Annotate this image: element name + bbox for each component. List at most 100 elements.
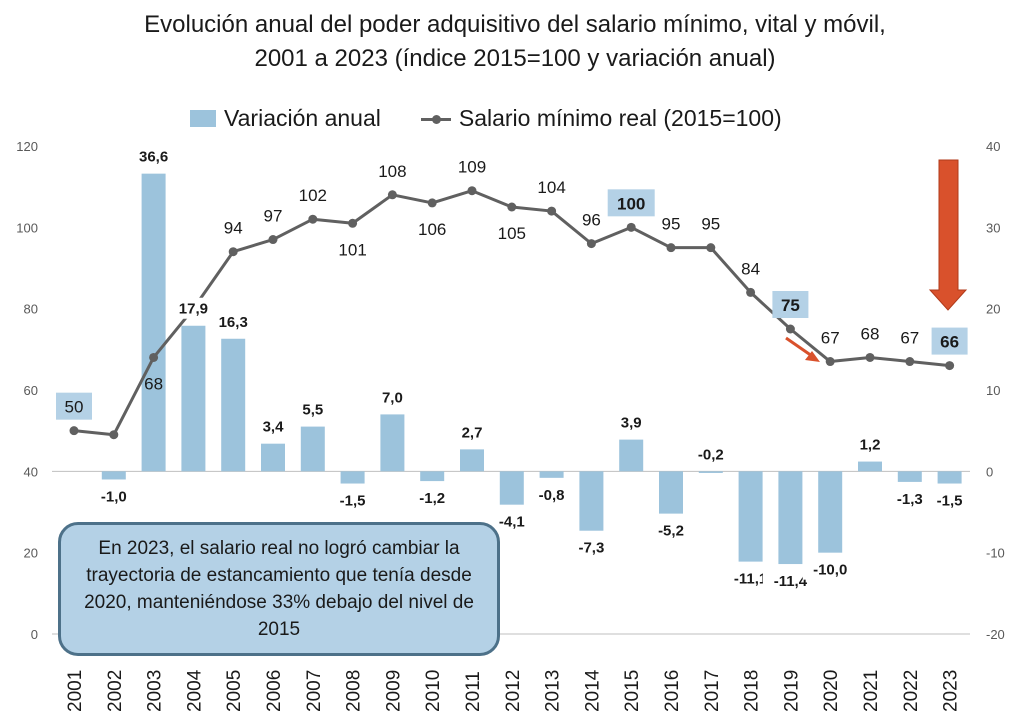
bar-label-bg <box>851 433 889 455</box>
bar-value-label-2014: -7,3 <box>578 540 604 557</box>
x-tick-label-2017: 2017 <box>702 670 723 712</box>
line-value-label-2003: 68 <box>144 374 163 393</box>
line-value-label-2014: 96 <box>582 211 601 230</box>
line-value-label-2019: 75 <box>781 296 800 315</box>
bar-value-label-2020: -10,0 <box>813 562 847 579</box>
bar-label-bg <box>254 415 292 437</box>
line-point-2022 <box>905 357 915 367</box>
bar-value-label-2011: 2,7 <box>462 424 483 441</box>
line-point-2018 <box>746 287 756 297</box>
bar-value-label-2012: -4,1 <box>499 514 525 531</box>
line-point-2005 <box>228 247 238 257</box>
bar-2014 <box>579 471 604 531</box>
bar-value-label-2022: -1,3 <box>897 491 923 508</box>
bar-value-label-2021: 1,2 <box>860 437 881 454</box>
line-label-highlight-bg <box>56 392 92 420</box>
y-right-tick-label: 10 <box>986 383 1000 398</box>
y-left-tick-label: 40 <box>24 464 38 479</box>
bar-2023 <box>937 471 962 484</box>
bar-label-bg <box>329 489 376 511</box>
line-point-2020 <box>825 357 835 367</box>
y-right-tick-label: 20 <box>986 302 1000 317</box>
line-point-2019 <box>785 324 795 334</box>
y-left-tick-label: 60 <box>24 383 38 398</box>
bar-label-bg <box>409 487 456 509</box>
line-point-2007 <box>308 214 318 224</box>
line-point-2021 <box>865 352 875 362</box>
bar-label-bg <box>612 411 650 433</box>
y-left-tick-label: 100 <box>16 220 38 235</box>
line-label-highlight-bg <box>772 291 809 318</box>
line-point-2023 <box>945 361 955 371</box>
bar-2017 <box>698 471 723 473</box>
y-right-tick-label: -10 <box>986 546 1005 561</box>
bar-2010 <box>420 471 445 482</box>
legend-label-bar: Variación anual <box>224 104 381 131</box>
bar-value-label-2008: -1,5 <box>340 493 366 510</box>
chart-title-line-2: 2001 a 2023 (índice 2015=100 y variación… <box>254 45 776 72</box>
x-tick-label-2014: 2014 <box>582 669 603 712</box>
x-tick-label-2001: 2001 <box>65 670 86 712</box>
bar-value-label-2009: 7,0 <box>382 389 403 406</box>
legend-item-line: Salario mínimo real (2015=100) <box>420 105 782 132</box>
line-label-highlight-bg <box>931 327 968 355</box>
y-right-tick-label: 30 <box>986 220 1000 235</box>
bar-2009 <box>380 414 405 472</box>
bar-2004 <box>181 325 206 472</box>
bar-label-bg <box>528 483 575 505</box>
annotation-text: En 2023, el salario real no logró cambia… <box>84 538 474 640</box>
bar-value-label-2016: -5,2 <box>658 523 684 540</box>
bar-2006 <box>261 443 285 472</box>
y-left-tick-label: 0 <box>31 627 38 642</box>
bar-label-bg <box>886 487 933 509</box>
bar-label-bg <box>294 398 332 420</box>
bar-2002 <box>101 471 126 480</box>
bar-2022 <box>897 471 922 482</box>
x-tick-label-2004: 2004 <box>184 669 205 712</box>
trend-arrow-shaft <box>785 336 813 358</box>
line-value-label-2012: 105 <box>498 224 526 243</box>
chart-title-line-1: Evolución anual del poder adquisitivo de… <box>144 11 886 38</box>
bar-label-bg <box>568 536 615 558</box>
legend-swatch-line <box>420 110 451 127</box>
x-tick-label-2022: 2022 <box>901 670 922 712</box>
line-value-label-2020: 67 <box>821 329 840 348</box>
line-value-label-2006: 97 <box>264 207 283 226</box>
bar-2011 <box>460 449 484 472</box>
bar-2015 <box>619 439 644 472</box>
bar-label-bg <box>90 485 137 507</box>
line-point-2012 <box>507 202 517 212</box>
trend-arrow-head <box>805 351 820 362</box>
chart-title: Evolución anual del poder adquisitivo de… <box>0 8 1030 76</box>
bar-value-label-2013: -0,8 <box>539 487 565 504</box>
y-left-tick-label: 80 <box>24 302 38 317</box>
line-value-label-2023: 66 <box>940 333 959 352</box>
bar-2007 <box>300 426 325 472</box>
x-tick-label-2008: 2008 <box>344 670 365 712</box>
line-value-label-2017: 95 <box>701 215 720 234</box>
line-point-2016 <box>666 243 676 253</box>
x-tick-label-2021: 2021 <box>861 670 882 712</box>
annotation-callout: En 2023, el salario real no logró cambia… <box>58 522 500 656</box>
bar-label-bg <box>488 510 535 532</box>
bar-value-label-2006: 3,4 <box>263 419 285 436</box>
bar-value-label-2005: 16,3 <box>219 314 248 331</box>
line-value-label-2005: 94 <box>224 219 243 238</box>
line-value-label-2015: 100 <box>617 194 645 213</box>
bar-2005 <box>221 338 246 472</box>
legend-swatch-bar <box>190 109 216 127</box>
bar-label-bg <box>648 519 694 541</box>
bar-label-bg <box>453 421 491 443</box>
x-tick-label-2019: 2019 <box>781 670 802 712</box>
line-point-2009 <box>387 190 397 200</box>
line-point-2003 <box>149 352 159 362</box>
line-point-2017 <box>706 243 716 253</box>
x-tick-label-2013: 2013 <box>543 670 564 712</box>
bar-label-bg <box>926 489 973 511</box>
y-right-tick-label: 40 <box>986 139 1000 154</box>
bar-value-label-2010: -1,2 <box>419 490 445 507</box>
bar-label-bg <box>170 297 217 319</box>
line-point-2011 <box>467 186 477 196</box>
bar-value-label-2004: 17,9 <box>179 301 208 318</box>
line-value-label-2001: 50 <box>65 398 84 417</box>
